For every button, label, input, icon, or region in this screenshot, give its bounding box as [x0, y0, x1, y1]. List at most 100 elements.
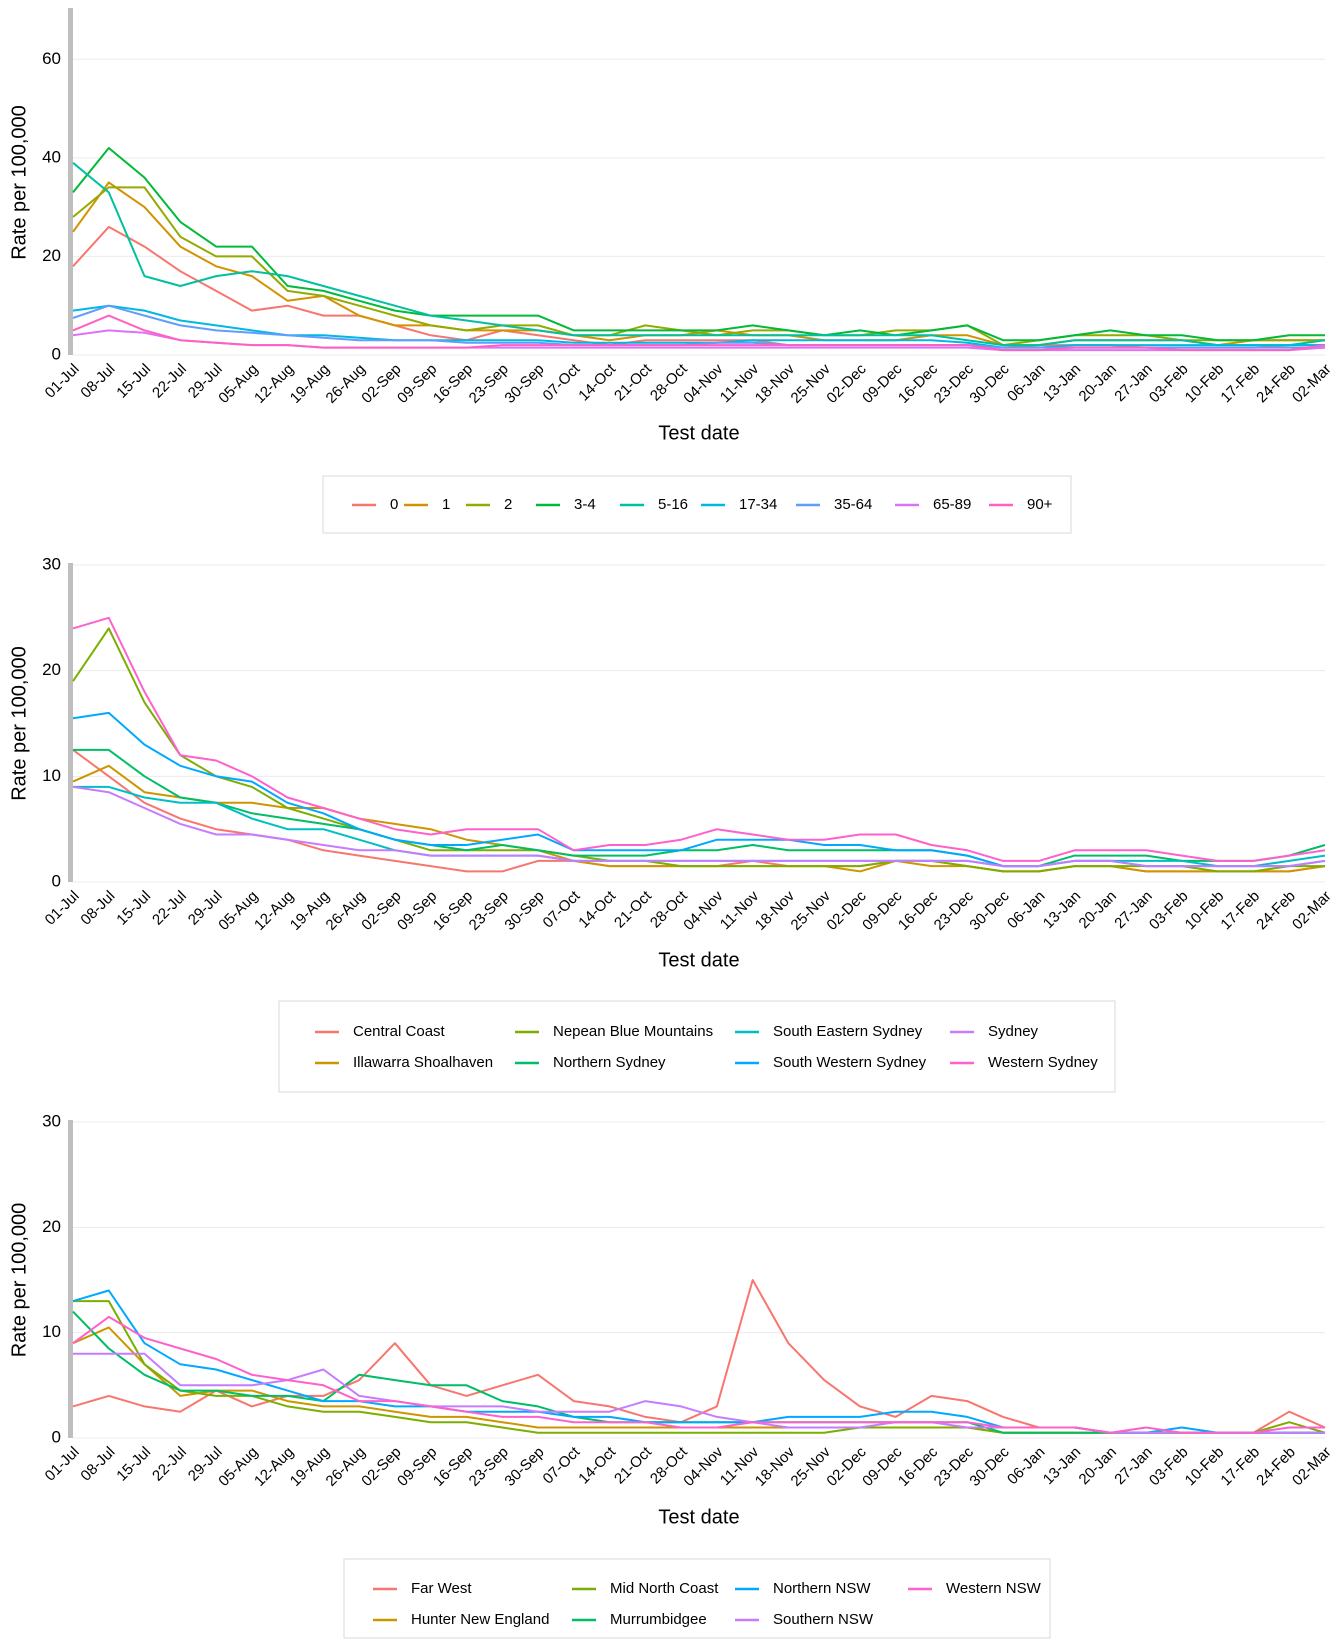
x-tick-label: 04-Nov — [680, 887, 727, 934]
x-tick-label: 14-Oct — [575, 887, 619, 931]
x-tick-label: 01-Jul — [42, 888, 83, 929]
legend-label: 35-64 — [834, 496, 872, 513]
x-tick-label: 23-Sep — [466, 1444, 512, 1490]
x-tick-label: 30-Sep — [501, 888, 547, 934]
legend-box — [278, 1000, 1116, 1093]
x-tick-label: 17-Feb — [1217, 361, 1263, 407]
y-axis — [68, 8, 73, 355]
x-tick-label: 17-Feb — [1217, 1444, 1263, 1490]
x-tick-label: 20-Jan — [1076, 1444, 1120, 1488]
x-tick-label: 16-Sep — [430, 1444, 476, 1490]
x-tick-label: 02-Mar — [1289, 1444, 1335, 1490]
legend-label: Sydney — [988, 1023, 1039, 1040]
y-tick-label: 60 — [42, 49, 61, 68]
legend-label: 90+ — [1027, 496, 1053, 513]
legend-label: 0 — [390, 496, 398, 513]
x-tick-label: 14-Oct — [575, 1443, 619, 1487]
y-tick-label: 20 — [42, 1217, 61, 1236]
x-tick-label: 05-Aug — [215, 361, 261, 407]
y-tick-label: 30 — [42, 554, 61, 573]
x-tick-label: 22-Jul — [149, 361, 190, 402]
x-tick-label: 08-Jul — [77, 361, 118, 402]
legend-label: South Western Sydney — [773, 1054, 927, 1071]
x-tick-label: 23-Sep — [466, 361, 512, 407]
series-line — [72, 162, 1326, 347]
series-line — [72, 711, 1326, 868]
x-tick-label: 12-Aug — [251, 1444, 297, 1490]
x-tick-label: 21-Oct — [611, 887, 655, 931]
y-tick-label: 0 — [52, 1427, 61, 1446]
x-tick-label: 20-Jan — [1076, 888, 1120, 932]
x-axis-label: Test date — [658, 422, 739, 444]
legend-label: Nepean Blue Mountains — [553, 1023, 713, 1040]
legend-box — [322, 475, 1072, 534]
x-axis-label: Test date — [658, 949, 739, 971]
x-tick-label: 30-Dec — [966, 360, 1013, 407]
legend-label: 5-16 — [658, 496, 688, 513]
x-tick-label: 21-Oct — [611, 360, 655, 404]
x-tick-label: 19-Aug — [287, 1444, 333, 1490]
x-tick-label: 13-Jan — [1040, 888, 1084, 932]
y-tick-label: 0 — [52, 344, 61, 363]
x-tick-label: 08-Jul — [77, 888, 118, 929]
x-tick-label: 03-Feb — [1146, 361, 1192, 407]
y-tick-label: 20 — [42, 660, 61, 679]
y-axis-label: Rate per 100,000 — [8, 105, 30, 260]
x-tick-label: 17-Feb — [1217, 888, 1263, 934]
x-tick-label: 10-Feb — [1182, 888, 1228, 934]
legend-label: Western NSW — [946, 1580, 1042, 1597]
legend-label: Northern Sydney — [553, 1054, 666, 1071]
y-tick-label: 20 — [42, 246, 61, 265]
legend-label: Mid North Coast — [610, 1580, 719, 1597]
x-tick-label: 04-Nov — [680, 360, 727, 407]
y-tick-label: 10 — [42, 1322, 61, 1341]
series-line — [72, 147, 1325, 342]
x-tick-label: 09-Sep — [394, 1444, 440, 1490]
x-tick-label: 02-Mar — [1289, 361, 1335, 407]
series-line — [73, 748, 1326, 868]
x-tick-label: 06-Jan — [1004, 361, 1048, 405]
x-tick-label: 13-Jan — [1040, 1444, 1084, 1488]
x-tick-label: 19-Aug — [287, 361, 333, 407]
y-tick-label: 40 — [42, 147, 61, 166]
x-tick-label: 26-Aug — [323, 888, 369, 934]
legend-label: 65-89 — [933, 496, 971, 513]
series-line — [72, 304, 1325, 349]
series-line — [72, 785, 1326, 868]
x-tick-label: 30-Dec — [966, 1443, 1013, 1490]
x-tick-label: 07-Oct — [540, 887, 584, 931]
x-tick-label: 23-Sep — [466, 888, 512, 934]
x-tick-label: 16-Sep — [430, 361, 476, 407]
x-tick-label: 07-Oct — [540, 1443, 584, 1487]
x-tick-label: 24-Feb — [1253, 888, 1299, 934]
legend-label: 1 — [442, 496, 450, 513]
y-axis-label: Rate per 100,000 — [8, 646, 30, 801]
y-axis — [68, 1120, 73, 1438]
x-tick-label: 13-Jan — [1040, 361, 1084, 405]
legend-label: South Eastern Sydney — [773, 1023, 923, 1040]
x-tick-label: 15-Jul — [113, 888, 154, 929]
legend-label: Western Sydney — [988, 1054, 1098, 1071]
x-tick-label: 15-Jul — [113, 1444, 154, 1485]
legend-label: Illawarra Shoalhaven — [353, 1054, 493, 1071]
series-line — [72, 1315, 1325, 1434]
x-tick-label: 30-Dec — [966, 887, 1013, 934]
x-tick-label: 02-Sep — [358, 888, 404, 934]
series-line — [72, 1279, 1326, 1434]
series-line — [72, 749, 1326, 873]
x-tick-label: 07-Oct — [540, 360, 584, 404]
x-tick-label: 05-Aug — [215, 1444, 261, 1490]
x-tick-label: 21-Oct — [611, 1443, 655, 1487]
x-tick-label: 20-Jan — [1076, 361, 1120, 405]
legend-label: Murrumbidgee — [610, 1611, 707, 1628]
x-tick-label: 01-Jul — [42, 1444, 83, 1485]
series-line — [72, 304, 1325, 349]
x-tick-label: 24-Feb — [1253, 361, 1299, 407]
series-line — [72, 616, 1326, 862]
y-tick-label: 10 — [42, 766, 61, 785]
x-tick-label: 30-Sep — [501, 361, 547, 407]
x-axis-label: Test date — [658, 1506, 739, 1528]
y-axis-label: Rate per 100,000 — [8, 1203, 30, 1358]
x-tick-label: 16-Sep — [430, 888, 476, 934]
x-tick-label: 03-Feb — [1146, 888, 1192, 934]
